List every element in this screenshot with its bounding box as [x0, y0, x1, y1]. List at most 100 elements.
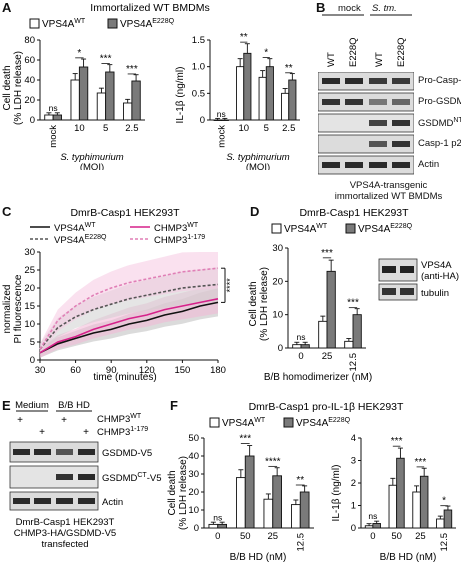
y-tick-label: 10 [272, 310, 283, 321]
band [345, 78, 363, 84]
panel-f-figure: DmrB-Casp1 pro-IL-1β HEK293T VPS4AWT VPS… [167, 401, 456, 563]
plus-mark: + [39, 427, 45, 438]
y-tick-label: 0 [30, 115, 35, 126]
y-tick-label: 1.0 [192, 62, 205, 73]
panel-c-figure: DmrB-Casp1 HEK293T VPS4AWT CHMP3WT VPS4A… [2, 207, 235, 382]
panel-d-title: DmrB-Casp1 HEK293T [299, 207, 409, 219]
band [369, 120, 387, 126]
bar [220, 119, 229, 121]
band [78, 498, 95, 504]
legend-label: VPS4AWT [42, 18, 86, 30]
x-axis-label: B/B HD (nM) [230, 552, 287, 563]
band [322, 78, 340, 84]
bar [243, 52, 252, 121]
y-tick-label: 30 [272, 243, 283, 254]
legend-label: VPS4AE228Q [296, 417, 351, 429]
bar [292, 344, 302, 349]
panel-label-e: E [2, 398, 11, 413]
blot-strip [318, 92, 414, 112]
row-label: CHMP3WT [97, 413, 142, 425]
y-tick-label: 0 [30, 355, 35, 366]
y-tick-label: 0 [278, 343, 283, 354]
significance-label: *** [100, 54, 112, 65]
y-tick-label: 25 [24, 265, 35, 276]
bar [352, 314, 362, 349]
significance-label: *** [415, 457, 427, 468]
x-tick-label: 12.5 [348, 353, 359, 372]
y-tick-label: 0 [351, 523, 356, 534]
group-header: Medium [15, 400, 49, 411]
y-axis-label: (% LDH release) [259, 267, 270, 341]
band [382, 288, 396, 295]
legend-swatch-mut [345, 223, 356, 234]
band [56, 498, 73, 504]
legend-swatch-wt [29, 18, 40, 29]
y-axis-label: Cell death [2, 65, 13, 110]
bar [258, 76, 267, 121]
bar [217, 523, 228, 529]
x-tick-label: mock [216, 125, 227, 148]
y-tick-label: 4 [351, 433, 356, 444]
band [56, 449, 73, 455]
y-tick-label: 40 [188, 451, 199, 462]
bar [123, 102, 133, 121]
significance-label: ** [240, 32, 248, 43]
lane-label: WT [374, 52, 385, 67]
significance-label: ns [217, 109, 226, 119]
y-axis-label: Cell death [248, 281, 259, 326]
significance-label: ** [285, 63, 293, 74]
x-tick-label: 25 [267, 531, 278, 542]
bar [388, 484, 398, 529]
panel-label-d: D [250, 204, 260, 219]
c-line-plot: 0 5 10 15 20 25 30 30 60 90 120 150 180 **** [24, 247, 235, 376]
bar [272, 475, 283, 529]
significance-label: ** [296, 475, 304, 486]
panel-a-title: Immortalized WT BMDMs [90, 2, 209, 14]
panel-d-figure: DmrB-Casp1 HEK293T VPS4AWT VPS4AE228Q Ce… [248, 207, 459, 382]
bar [263, 498, 274, 529]
significance-label: *** [126, 64, 138, 75]
bar [300, 344, 310, 349]
lane-label: E228Q [348, 37, 359, 67]
band [369, 141, 387, 147]
series-line [39, 301, 219, 354]
x-tick-label: 10 [238, 123, 249, 134]
blot-strip [378, 258, 418, 282]
band-label: Actin [418, 159, 440, 170]
a-left-chart: Cell death (% LDH release) 0 20 40 60 80 mock… [2, 35, 145, 170]
y-tick-label: 10 [24, 319, 35, 330]
x-tick-label: 60 [70, 365, 81, 376]
blot-strip [9, 491, 99, 511]
y-axis-label: (% LDH release) [178, 456, 189, 530]
legend-label: VPS4AE228Q [120, 18, 175, 30]
x-tick-label: 0 [298, 351, 303, 362]
bar [236, 66, 245, 121]
bar [213, 119, 222, 121]
caption-line: CHMP3-HA/GSDMD-V5 [14, 528, 116, 539]
band-label: Actin [102, 497, 123, 508]
a-right-plot: 0 0.5 1.0 1.5 mock ns 10 ** 5 * 2.5 ** [192, 32, 300, 148]
blot-strip [318, 134, 414, 154]
x-group-label: S. typhimurium [226, 152, 289, 163]
blot-strip [9, 441, 99, 463]
band-label: tubulin [421, 288, 449, 299]
lane-label: E228Q [396, 37, 407, 67]
band [400, 288, 414, 295]
caption-line: DmrB-Casp1 HEK293T [16, 517, 115, 528]
y-tick-label: 1.5 [192, 35, 205, 46]
bar [96, 92, 107, 121]
legend-label: VPS4AWT [284, 223, 328, 235]
band [56, 474, 73, 480]
x-tick-label: 10 [74, 123, 85, 134]
x-tick-label: 2.5 [282, 123, 295, 134]
x-tick-label: 150 [174, 365, 190, 376]
y-tick-label: 60 [24, 55, 35, 66]
a-left-plot: 0 20 40 60 80 mock ns 10 * 5 *** 2.5 *** [24, 35, 145, 148]
significance-label: ns [49, 103, 58, 113]
significance-label: * [264, 47, 268, 58]
x-tick-label: 120 [139, 365, 155, 376]
legend-swatch-wt [209, 417, 220, 428]
y-axis-label: Cell death [167, 470, 178, 515]
legend-swatch-mut [107, 18, 118, 29]
x-axis-label: B/B HD (nM) [380, 552, 437, 563]
